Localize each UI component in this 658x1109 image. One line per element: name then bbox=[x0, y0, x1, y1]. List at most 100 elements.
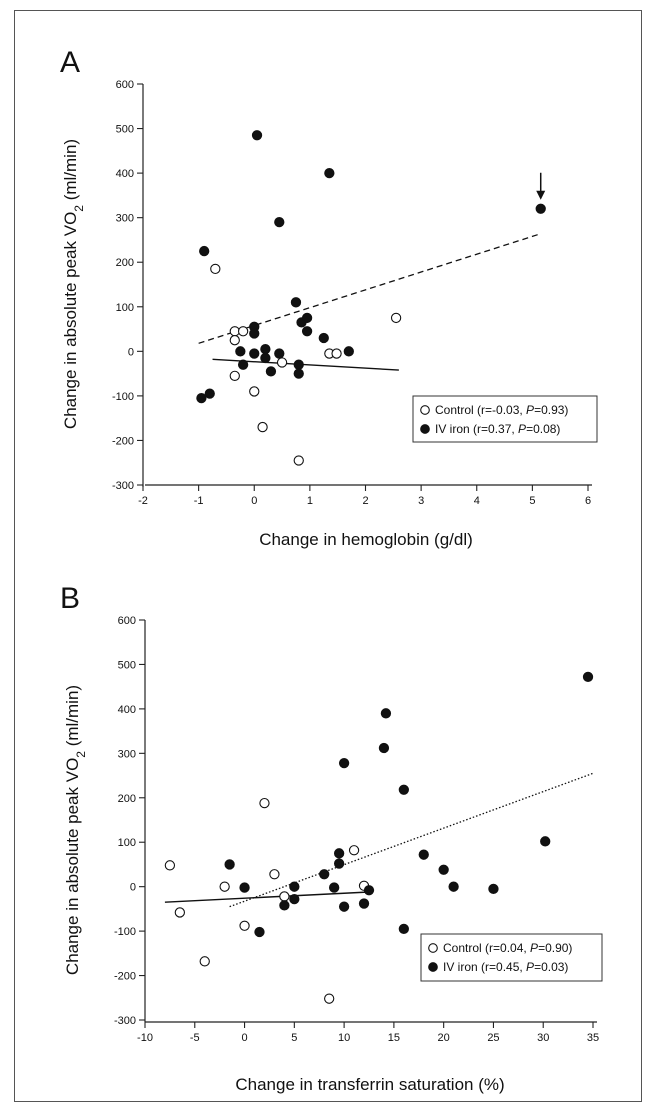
panel-b-x-tick-label: 5 bbox=[291, 1032, 297, 1044]
panel-a-legend-marker bbox=[420, 405, 430, 415]
panel-b-trendline-control bbox=[164, 891, 370, 903]
panel-a-point-iv-iron bbox=[249, 328, 260, 339]
panel-a-point-iv-iron bbox=[251, 130, 263, 141]
panel-b-point-iv-iron bbox=[418, 849, 429, 860]
panel-b-x-tick-label: -10 bbox=[137, 1032, 153, 1044]
panel-b-point-control bbox=[324, 993, 335, 1004]
panel-b-point-iv-iron bbox=[338, 757, 350, 769]
panel-b-point-iv-iron bbox=[582, 671, 594, 683]
panel-b-x-tick-label: 10 bbox=[338, 1032, 350, 1044]
panel-b-y-axis-label-unit: (ml/min) bbox=[63, 685, 82, 751]
panel-b-point-control bbox=[259, 797, 270, 809]
panel-a-point-iv-iron bbox=[199, 245, 210, 257]
panel-a-x-tick-label: 5 bbox=[529, 495, 535, 507]
panel-b-point-iv-iron bbox=[254, 926, 265, 938]
panel-b-x-tick-label: 30 bbox=[537, 1032, 549, 1044]
panel-a-legend-label: Control (r=-0.03, P=0.93) bbox=[435, 403, 568, 417]
panel-b-point-control bbox=[348, 845, 360, 856]
panel-a-y-tick-label: 0 bbox=[128, 346, 134, 358]
panel-b-x-tick-label: 20 bbox=[438, 1032, 450, 1044]
panel-a-y-tick-label: -300 bbox=[112, 480, 134, 492]
panel-a-point-control bbox=[229, 335, 240, 346]
panel-b-point-iv-iron bbox=[289, 893, 300, 905]
panel-a-point-iv-iron bbox=[290, 297, 302, 308]
panel-b-point-iv-iron bbox=[319, 869, 330, 880]
panel-a-arrow-annotation bbox=[536, 172, 546, 200]
panel-a-x-tick-label: 3 bbox=[418, 495, 424, 507]
panel-a: A 600 500 400 300 200 100 0 -100 -200 -300 -2 -1 0 1 2… bbox=[60, 46, 598, 549]
panel-b-y-tick-label: -200 bbox=[114, 971, 136, 983]
panel-b-point-iv-iron bbox=[329, 882, 340, 893]
panel-a-point-iv-iron bbox=[274, 216, 285, 228]
panel-a-y-axis-label-sub: 2 bbox=[72, 205, 86, 212]
panel-a-point-control bbox=[276, 357, 288, 368]
panel-b-point-control bbox=[239, 920, 250, 931]
panel-a-point-control bbox=[237, 326, 249, 337]
panel-a-points bbox=[196, 130, 546, 466]
panel-a-x-tick-label: -2 bbox=[138, 495, 148, 507]
panel-a-point-iv-iron bbox=[301, 326, 313, 337]
panel-a-y-tick-label: 100 bbox=[116, 302, 134, 314]
panel-b-point-control bbox=[279, 891, 290, 902]
panel-a-point-control bbox=[293, 455, 304, 466]
panel-a-point-iv-iron bbox=[237, 359, 249, 370]
panel-a-point-iv-iron bbox=[301, 312, 313, 324]
panel-b-legend-marker bbox=[428, 943, 438, 953]
panel-b-point-control bbox=[174, 907, 185, 918]
panel-b-point-iv-iron bbox=[378, 742, 390, 754]
panel-a-legend-box bbox=[412, 395, 598, 443]
panel-a-trendlines bbox=[198, 233, 539, 371]
panel-b-y-tick-label: -100 bbox=[114, 926, 136, 938]
panel-b-trendlines bbox=[164, 772, 594, 908]
panel-b-point-iv-iron bbox=[338, 901, 350, 912]
panel-b-trendline-iv-iron bbox=[229, 772, 594, 908]
panel-b-legend-label: IV iron (r=0.45, P=0.03) bbox=[443, 960, 568, 974]
panel-a-y-tick-label: -200 bbox=[112, 435, 134, 447]
panel-b-y-tick-label: 200 bbox=[118, 793, 136, 805]
panel-b-point-iv-iron bbox=[239, 882, 250, 893]
panel-a-x-tick-label: 0 bbox=[251, 495, 257, 507]
panel-b-y-axis-label-main: Change in absolute peak VO bbox=[63, 758, 82, 975]
panel-b-point-iv-iron bbox=[224, 859, 235, 870]
panel-b-point-iv-iron bbox=[289, 881, 300, 892]
panel-a-x-tick-label: 6 bbox=[585, 495, 591, 507]
panel-a-point-iv-iron bbox=[324, 167, 335, 179]
panel-b-point-iv-iron bbox=[540, 836, 551, 847]
panel-a-axes: 600 500 400 300 200 100 0 -100 -200 -300 -2 -1 0 1 2 3 4… bbox=[112, 79, 592, 507]
panel-a-point-iv-iron bbox=[196, 392, 207, 404]
panel-b-y-tick-label: -300 bbox=[114, 1015, 136, 1027]
panel-b-point-iv-iron bbox=[279, 900, 290, 911]
panel-a-point-iv-iron bbox=[260, 352, 271, 364]
panel-b-point-iv-iron bbox=[333, 848, 345, 859]
panel-a-point-iv-iron bbox=[318, 332, 329, 344]
panel-b-point-iv-iron bbox=[488, 883, 499, 895]
panel-a-x-tick-label: 1 bbox=[307, 495, 313, 507]
panel-b-y-axis-label: Change in absolute peak VO2 (ml/min) bbox=[63, 685, 88, 975]
panel-a-legend-marker bbox=[420, 424, 430, 434]
panel-a-y-tick-label: -100 bbox=[112, 391, 134, 403]
panel-a-point-iv-iron bbox=[265, 366, 277, 377]
panel-a-y-tick-label: 400 bbox=[116, 168, 134, 180]
panel-a-point-control bbox=[229, 370, 240, 381]
panel-b-legend: Control (r=0.04, P=0.90) IV iron (r=0.45,… bbox=[420, 933, 603, 982]
panel-b-legend-box bbox=[420, 933, 603, 982]
panel-a-point-control bbox=[331, 348, 342, 359]
panel-b-point-control bbox=[164, 860, 176, 871]
panel-b-y-tick-label: 300 bbox=[118, 748, 136, 760]
panel-b-x-axis-label: Change in transferrin saturation (%) bbox=[235, 1075, 504, 1094]
panel-b-y-tick-label: 500 bbox=[118, 659, 136, 671]
panel-b-point-iv-iron bbox=[380, 708, 392, 719]
panel-a-y-axis-label-main: Change in absolute peak VO bbox=[61, 212, 80, 429]
panel-b-x-tick-label: 15 bbox=[388, 1032, 400, 1044]
panel-a-legend: Control (r=-0.03, P=0.93) IV iron (r=0.37… bbox=[412, 395, 598, 443]
panel-b-point-iv-iron bbox=[358, 898, 370, 909]
panel-b-point-control bbox=[199, 956, 210, 967]
panel-a-point-iv-iron bbox=[343, 346, 354, 357]
panel-a-point-control bbox=[210, 263, 221, 275]
panel-b-point-iv-iron bbox=[333, 858, 345, 869]
panel-b-y-tick-label: 600 bbox=[118, 615, 136, 627]
panel-b-x-tick-label: 35 bbox=[587, 1032, 599, 1044]
panel-b-y-axis-label-sub: 2 bbox=[74, 751, 88, 758]
panel-b-point-iv-iron bbox=[438, 864, 449, 875]
